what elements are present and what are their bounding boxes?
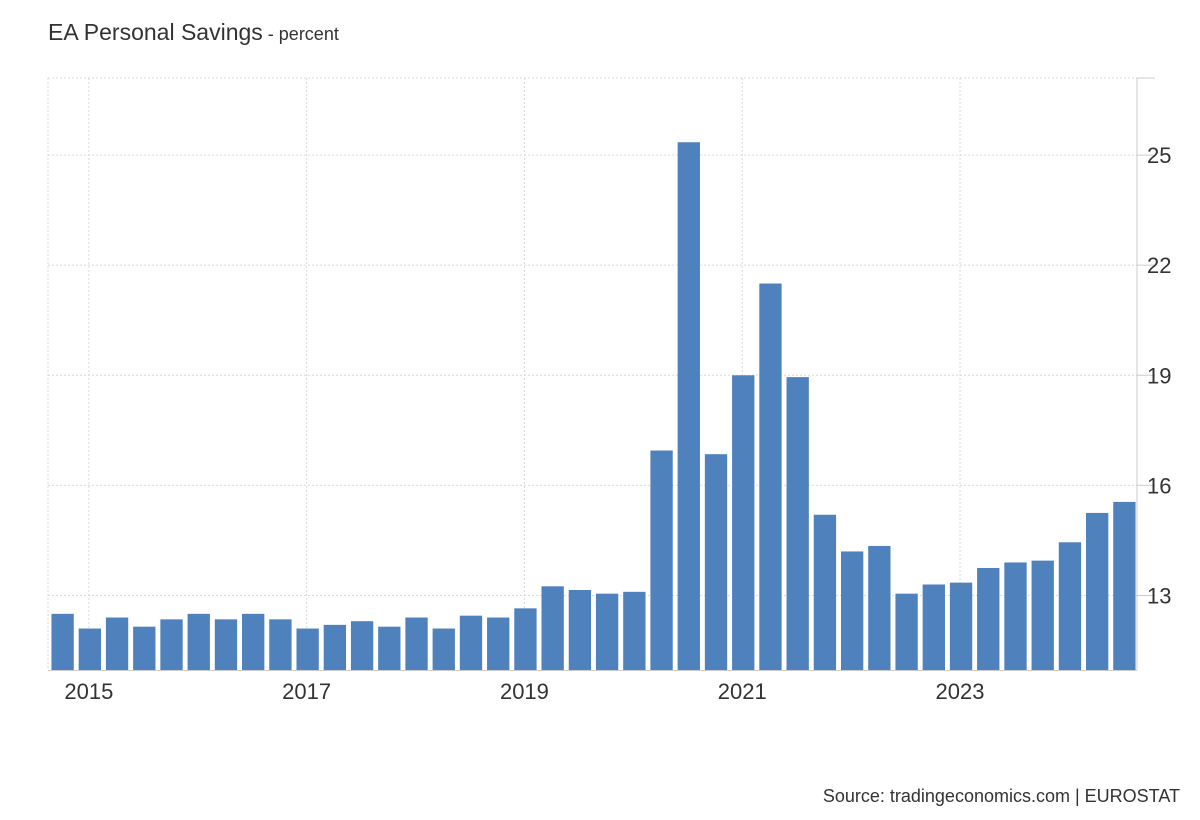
bar[interactable]: 2019 Q1: 13.25 xyxy=(541,586,564,670)
bar[interactable]: 2019 Q3: 13.05 xyxy=(595,593,619,670)
bar[interactable]: 2023 Q2: 13.9 xyxy=(1004,562,1027,670)
bar[interactable]: 2016 Q3: 12.35 xyxy=(269,619,292,670)
bar[interactable]: 2018 Q1: 12.1 xyxy=(432,628,455,670)
bar[interactable]: 2016 Q1: 12.35 xyxy=(214,619,238,670)
bar[interactable]: 2018 Q2: 12.45 xyxy=(459,615,483,670)
bar[interactable]: 2019 Q4: 13.1 xyxy=(623,591,646,670)
y-tick-label: 25 xyxy=(1147,143,1171,168)
bar[interactable]: 2014 Q3: 12.5 xyxy=(51,613,74,670)
axis-layer xyxy=(48,77,1155,671)
y-tick-label: 16 xyxy=(1147,473,1171,498)
bar[interactable]: 2020 Q2: 25.35 xyxy=(677,142,700,671)
bar[interactable]: 2014 Q4: 12.1 xyxy=(78,628,101,670)
bar[interactable]: 2019 Q2: 13.15 xyxy=(568,589,592,670)
bar[interactable]: 2022 Q3: 13.3 xyxy=(922,584,945,670)
bar[interactable]: 2017 Q1: 12.2 xyxy=(323,624,347,670)
bar[interactable]: 2016 Q2: 12.5 xyxy=(242,613,265,670)
x-tick-label: 2021 xyxy=(718,679,767,704)
bar[interactable]: 2018 Q4: 12.65 xyxy=(514,608,537,670)
bar[interactable]: 2020 Q4: 19 xyxy=(732,375,755,670)
chart-title-main: EA Personal Savings xyxy=(48,19,263,45)
bar[interactable]: 2017 Q4: 12.4 xyxy=(405,617,428,670)
grid-layer xyxy=(47,77,1137,670)
bar[interactable]: 2021 Q3: 15.2 xyxy=(813,514,837,670)
source-credit: Source: tradingeconomics.com | EUROSTAT xyxy=(822,786,1180,806)
bar[interactable]: 2022 Q2: 13.05 xyxy=(895,593,918,670)
bar-layer: 2014 Q3: 12.52014 Q4: 12.12015 Q1: 12.42… xyxy=(51,142,1136,671)
x-tick-label: 2023 xyxy=(936,679,985,704)
bar[interactable]: 2021 Q1: 21.5 xyxy=(759,283,782,670)
bar[interactable]: 2018 Q3: 12.4 xyxy=(487,617,510,670)
x-tick-label: 2017 xyxy=(282,679,331,704)
bar[interactable]: 2015 Q4: 12.5 xyxy=(187,613,210,670)
bar[interactable]: 2020 Q3: 16.85 xyxy=(704,454,728,670)
bar[interactable]: 2021 Q2: 18.95 xyxy=(786,377,809,670)
bar[interactable]: 2017 Q2: 12.3 xyxy=(350,621,374,670)
bar[interactable]: 2022 Q1: 14.35 xyxy=(868,545,891,670)
bar[interactable]: 2023 Q4: 14.45 xyxy=(1058,542,1082,670)
chart-title-unit: - percent xyxy=(262,24,339,44)
y-tick-label: 22 xyxy=(1147,253,1171,278)
bar[interactable]: 2024 Q1: 15.25 xyxy=(1086,512,1109,670)
bar[interactable]: 2022 Q4: 13.35 xyxy=(949,582,973,670)
bar[interactable]: 2023 Q3: 13.95 xyxy=(1031,560,1054,670)
y-tick-label: 13 xyxy=(1147,583,1171,608)
bar[interactable]: 2023 Q1: 13.75 xyxy=(977,567,1000,670)
chart-title: EA Personal Savings - percent xyxy=(48,19,339,46)
bar[interactable]: 2024 Q2: 15.55 xyxy=(1113,501,1136,670)
bar[interactable]: 2016 Q4: 12.1 xyxy=(296,628,319,670)
bar[interactable]: 2015 Q2: 12.15 xyxy=(133,626,156,670)
bar[interactable]: 2021 Q4: 14.2 xyxy=(840,551,864,670)
x-tick-label: 2015 xyxy=(64,679,113,704)
bar[interactable]: 2015 Q1: 12.4 xyxy=(105,617,129,670)
label-layer: 13 16 19 22 25 2015 2017 2019 2021 2023 xyxy=(64,143,1171,704)
bar[interactable]: 2015 Q3: 12.35 xyxy=(160,619,183,670)
x-tick-label: 2019 xyxy=(500,679,549,704)
bar[interactable]: 2020 Q1: 16.95 xyxy=(650,450,673,670)
bar[interactable]: 2017 Q3: 12.15 xyxy=(378,626,401,670)
y-tick-label: 19 xyxy=(1147,363,1171,388)
